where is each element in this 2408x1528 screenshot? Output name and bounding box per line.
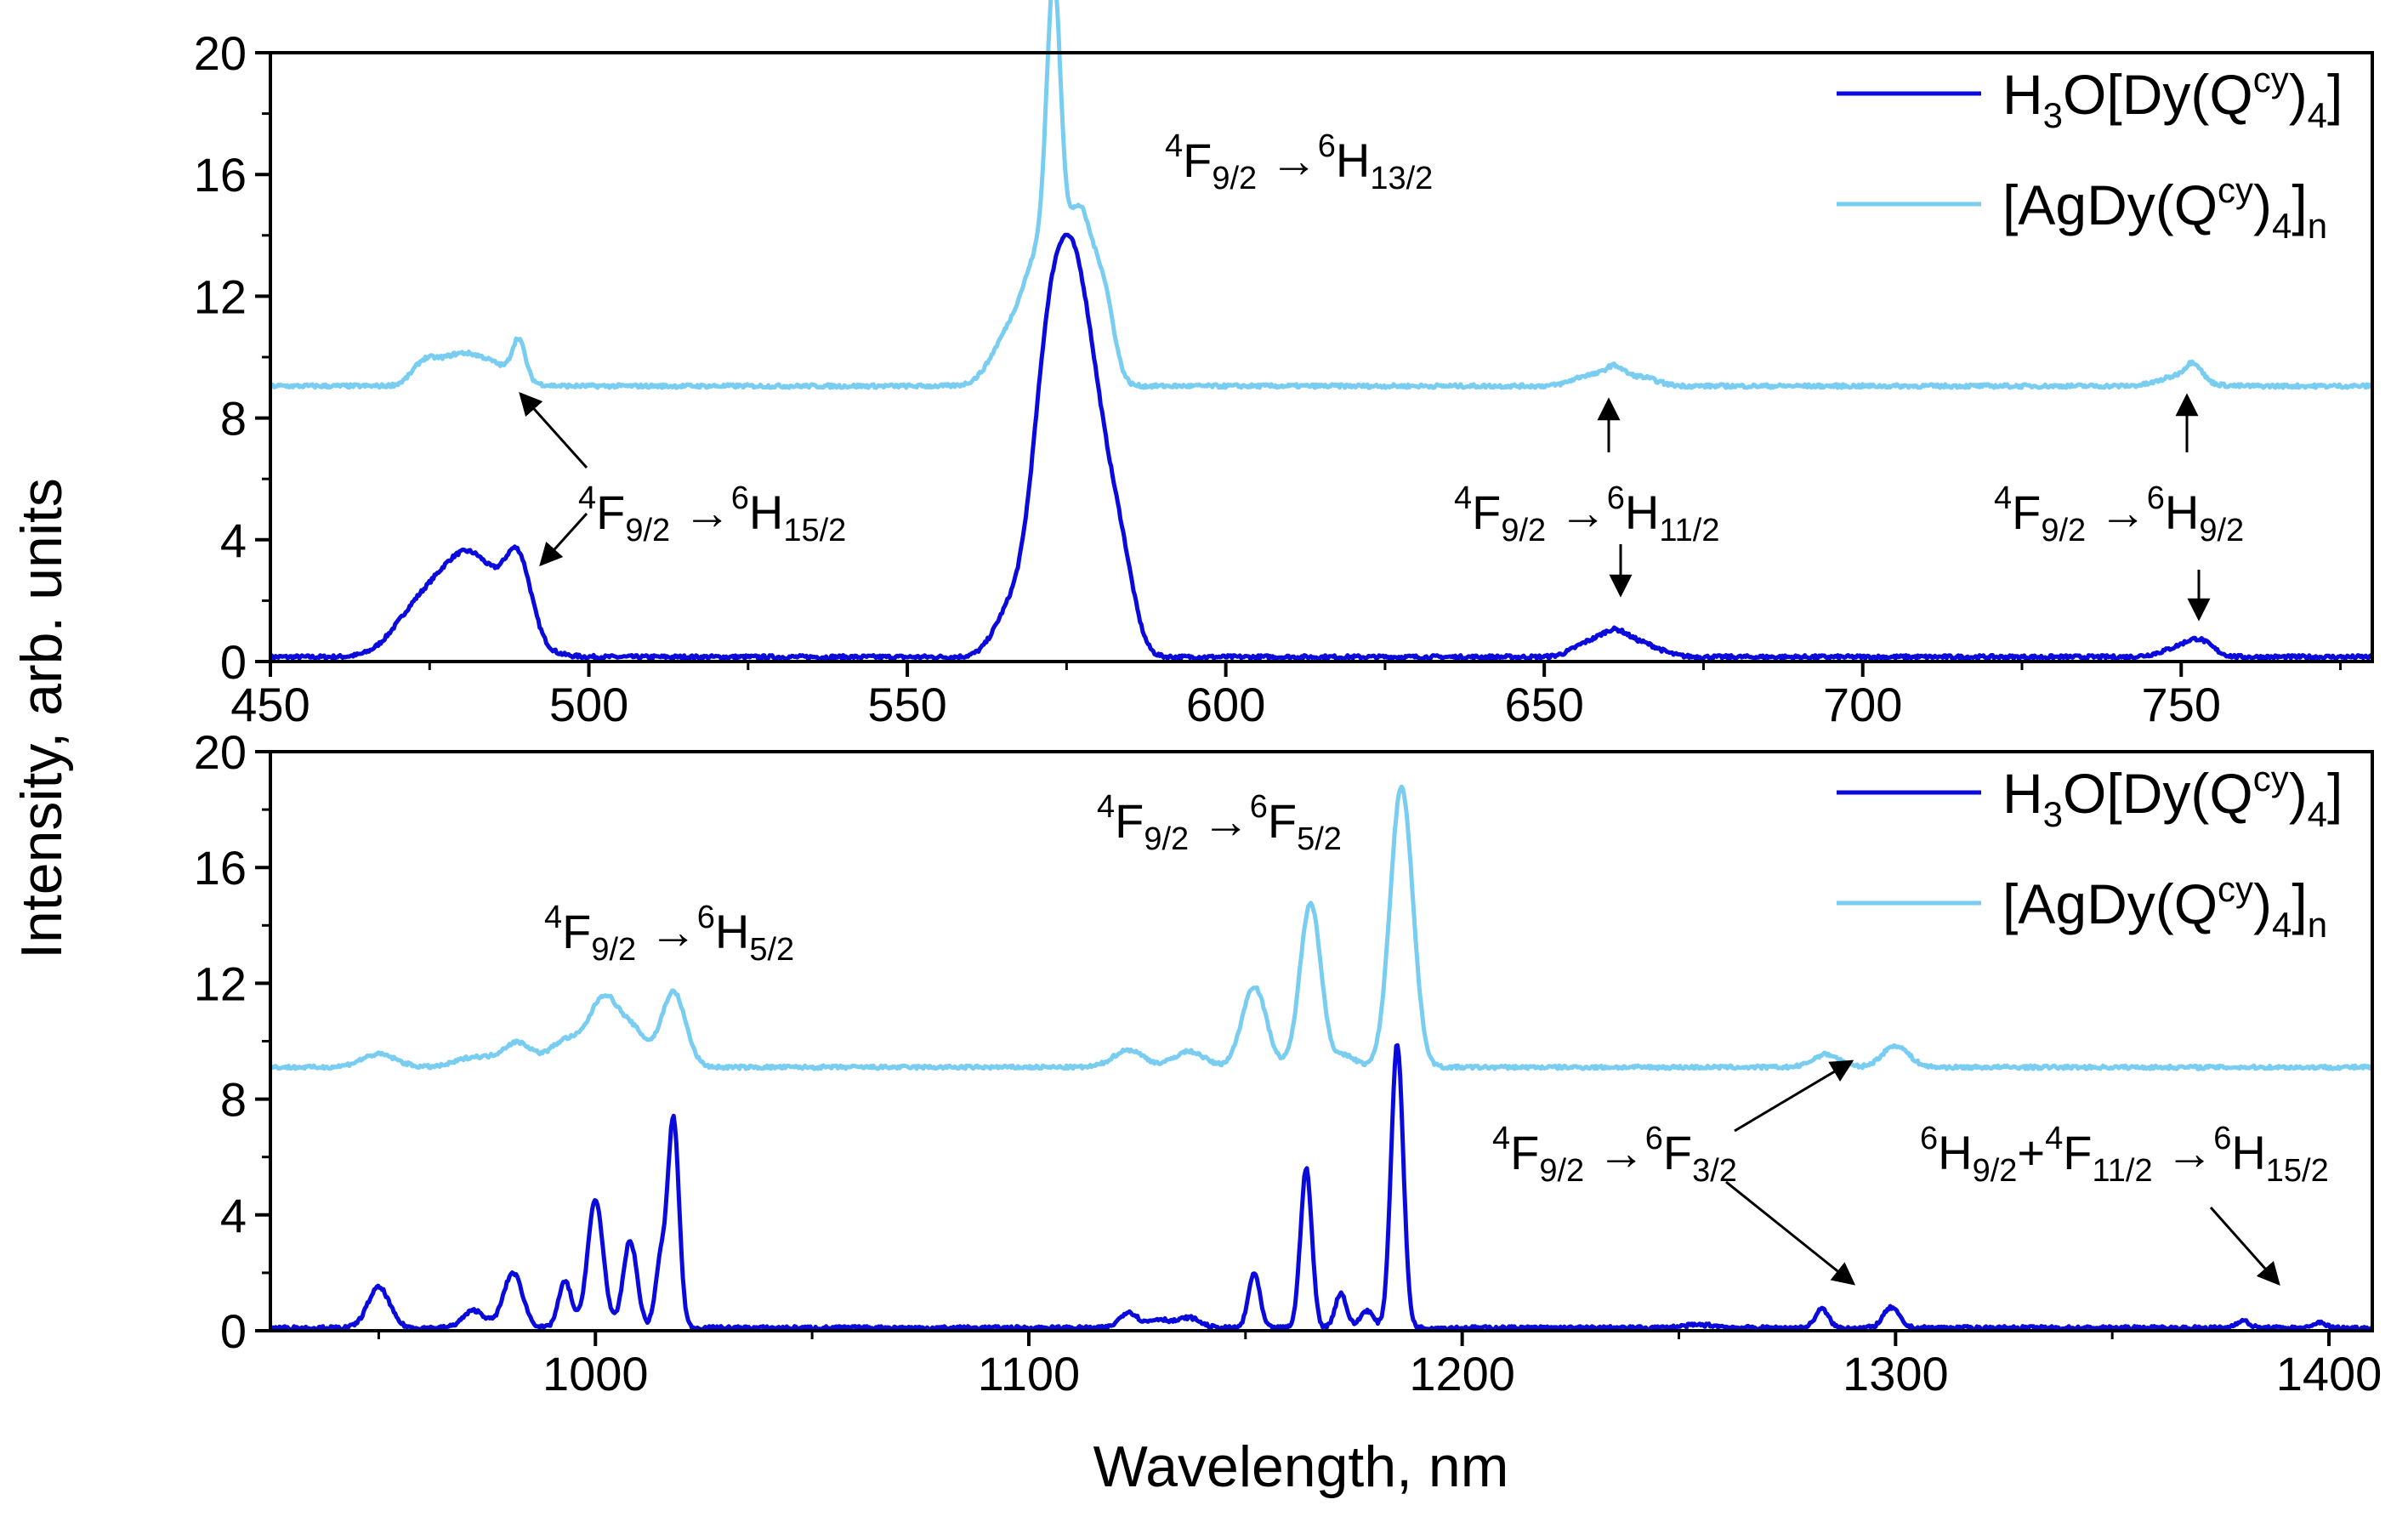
top-legend-label-0: H3O[Dy(Qcy)4] [2002,60,2343,135]
annotation-4f92-6f32: 4F9/2 →6F3/2 [1492,1121,1737,1189]
bottom-x-tick-label: 1000 [542,1347,649,1400]
top-legend-label-1: [AgDy(Qcy)4]n [2002,170,2327,246]
top-series-line-1 [268,0,2374,390]
bottom-x-tick-label: 1200 [1409,1347,1515,1400]
top-series-line-0 [268,232,2375,662]
bottom-y-tick-label: 16 [194,841,247,895]
annotation-arrow-6f32-upper [1734,1059,1854,1133]
top-x-tick-label: 750 [2142,678,2221,731]
top-y-tick-label: 8 [220,392,247,446]
annotation-arrow-6h152-lower [539,512,588,567]
annotation-4f92-6h152: 4F9/2 →6H15/2 [578,480,846,548]
annotation-6h92-4f112-6h152: 6H9/2+4F11/2 →6H15/2 [1920,1121,2329,1189]
annotation-4f92-6f52: 4F9/2 →6F5/2 [1097,789,1342,857]
bottom-y-tick-label: 12 [194,957,247,1010]
bottom-y-tick-label: 4 [220,1189,247,1242]
annotation-4f92-6h112: 4F9/2 →6H11/2 [1454,480,1719,548]
annotation-4f92-6h92: 4F9/2 →6H9/2 [1994,480,2244,548]
y-axis-label: Intensity, arb. units [9,478,74,959]
bottom-legend-label-0: H3O[Dy(Qcy)4] [2002,758,2343,834]
top-y-tick-label: 0 [220,635,247,689]
bottom-y-tick-label: 0 [220,1304,247,1358]
top-panel: 0 4 8 12 16 20 450 500 550 600 650 700 750 H3O[Dy(Qcy… [194,0,2375,731]
bottom-series-line-0 [270,1042,2374,1332]
top-x-tick-label: 500 [549,678,628,731]
bottom-x-tick-label: 1100 [978,1347,1080,1400]
annotation-4f92-6h52: 4F9/2 →6H5/2 [544,900,794,968]
bottom-x-tick-label: 1400 [2276,1347,2382,1400]
top-y-tick-label: 4 [220,514,247,567]
top-y-tick-label: 16 [194,148,247,202]
bottom-x-tick-label: 1300 [1843,1347,1949,1400]
top-y-tick-label: 20 [194,26,247,80]
top-x-tick-label: 700 [1823,678,1902,731]
bottom-legend-label-1: [AgDy(Qcy)4]n [2002,869,2327,945]
bottom-y-tick-label: 20 [194,725,247,779]
bottom-panel: 0 4 8 12 16 20 1000 1100 1200 1300 1400 H3O[Dy(Qcy)… [194,725,2382,1400]
top-y-tick-label: 12 [194,270,247,323]
top-x-tick-label: 550 [867,678,946,731]
top-x-tick-label: 600 [1186,678,1265,731]
annotation-arrow-6h152-upper [519,391,588,469]
bottom-y-tick-label: 8 [220,1073,247,1127]
annotation-4f92-6h132: 4F9/2 →6H13/2 [1165,128,1433,196]
top-x-tick-label: 650 [1504,678,1583,731]
top-x-tick-label: 450 [230,678,310,731]
bottom-series-line-1 [268,784,2373,1071]
annotation-arrow-6h152-bottom [2209,1207,2280,1287]
annotation-arrow-6f32-lower [1725,1180,1856,1286]
x-axis-label: Wavelength, nm [1093,1434,1509,1499]
